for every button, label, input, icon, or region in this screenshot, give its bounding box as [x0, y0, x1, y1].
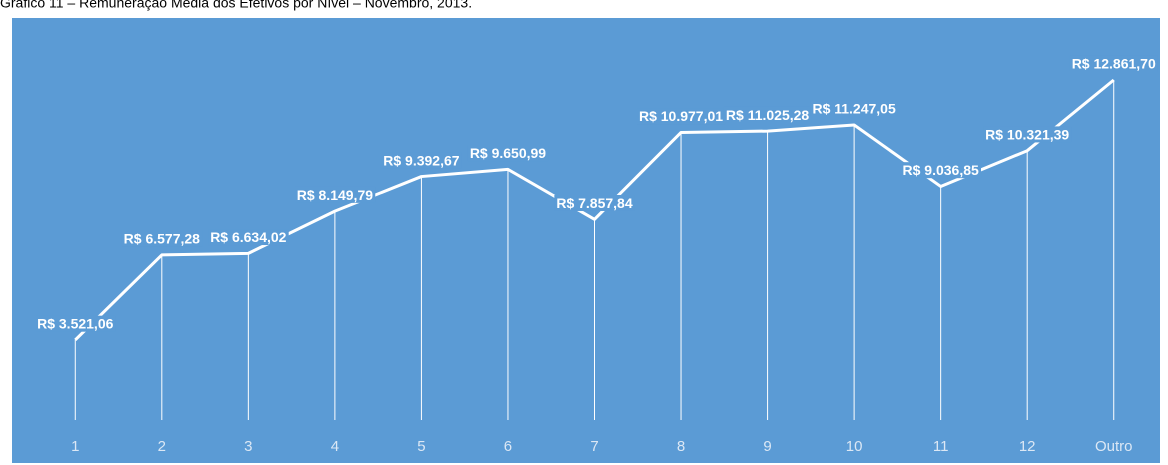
x-tick-label: 4: [331, 438, 339, 455]
data-label: R$ 9.392,67: [383, 152, 459, 168]
x-tick-label: 1: [71, 438, 79, 455]
data-label: R$ 11.247,05: [812, 101, 896, 117]
data-label-bg: [467, 145, 549, 162]
data-label: R$ 10.977,01: [639, 108, 723, 124]
data-label: R$ 11.025,28: [726, 107, 810, 123]
data-label-bg: [810, 100, 898, 117]
data-label: R$ 12.861,70: [1072, 56, 1156, 72]
data-label-bg: [294, 186, 376, 203]
data-label-bg: [35, 315, 116, 332]
data-label: R$ 10.321,39: [985, 126, 1069, 142]
x-tick-label: 7: [590, 438, 598, 455]
data-label-bg: [723, 106, 812, 123]
x-tick-label: 3: [244, 438, 252, 455]
x-tick-label: 11: [933, 438, 949, 455]
x-tick-label: 8: [677, 438, 685, 455]
data-label-bg: [983, 126, 1072, 143]
x-tick-label: 2: [158, 438, 166, 455]
x-tick-label: 9: [763, 438, 771, 455]
data-label: R$ 9.650,99: [470, 145, 546, 161]
data-label-bg: [554, 194, 635, 211]
data-label: R$ 9.036,85: [903, 162, 979, 178]
data-label: R$ 7.857,84: [556, 195, 632, 211]
data-label-bg: [636, 108, 726, 125]
data-label-bg: [1069, 55, 1158, 72]
x-tick-label: 5: [417, 438, 425, 455]
data-label: R$ 6.634,02: [210, 229, 286, 245]
chart-title: Gráfico 11 – Remuneração Média dos Efeti…: [0, 0, 472, 11]
plot-area: [12, 18, 1160, 463]
x-tick-label: 10: [846, 438, 863, 455]
data-label-bg: [208, 229, 289, 246]
data-line: [74, 78, 1115, 342]
data-label-bg: [900, 162, 982, 179]
x-tick-label: Outro: [1095, 438, 1133, 455]
data-label-bg: [381, 152, 462, 169]
x-tick-label: 12: [1019, 438, 1036, 455]
x-tick-label: 6: [504, 438, 512, 455]
data-label-bg: [121, 230, 203, 247]
data-label: R$ 8.149,79: [297, 187, 373, 203]
data-label: R$ 3.521,06: [37, 316, 113, 332]
data-label: R$ 6.577,28: [124, 231, 200, 247]
